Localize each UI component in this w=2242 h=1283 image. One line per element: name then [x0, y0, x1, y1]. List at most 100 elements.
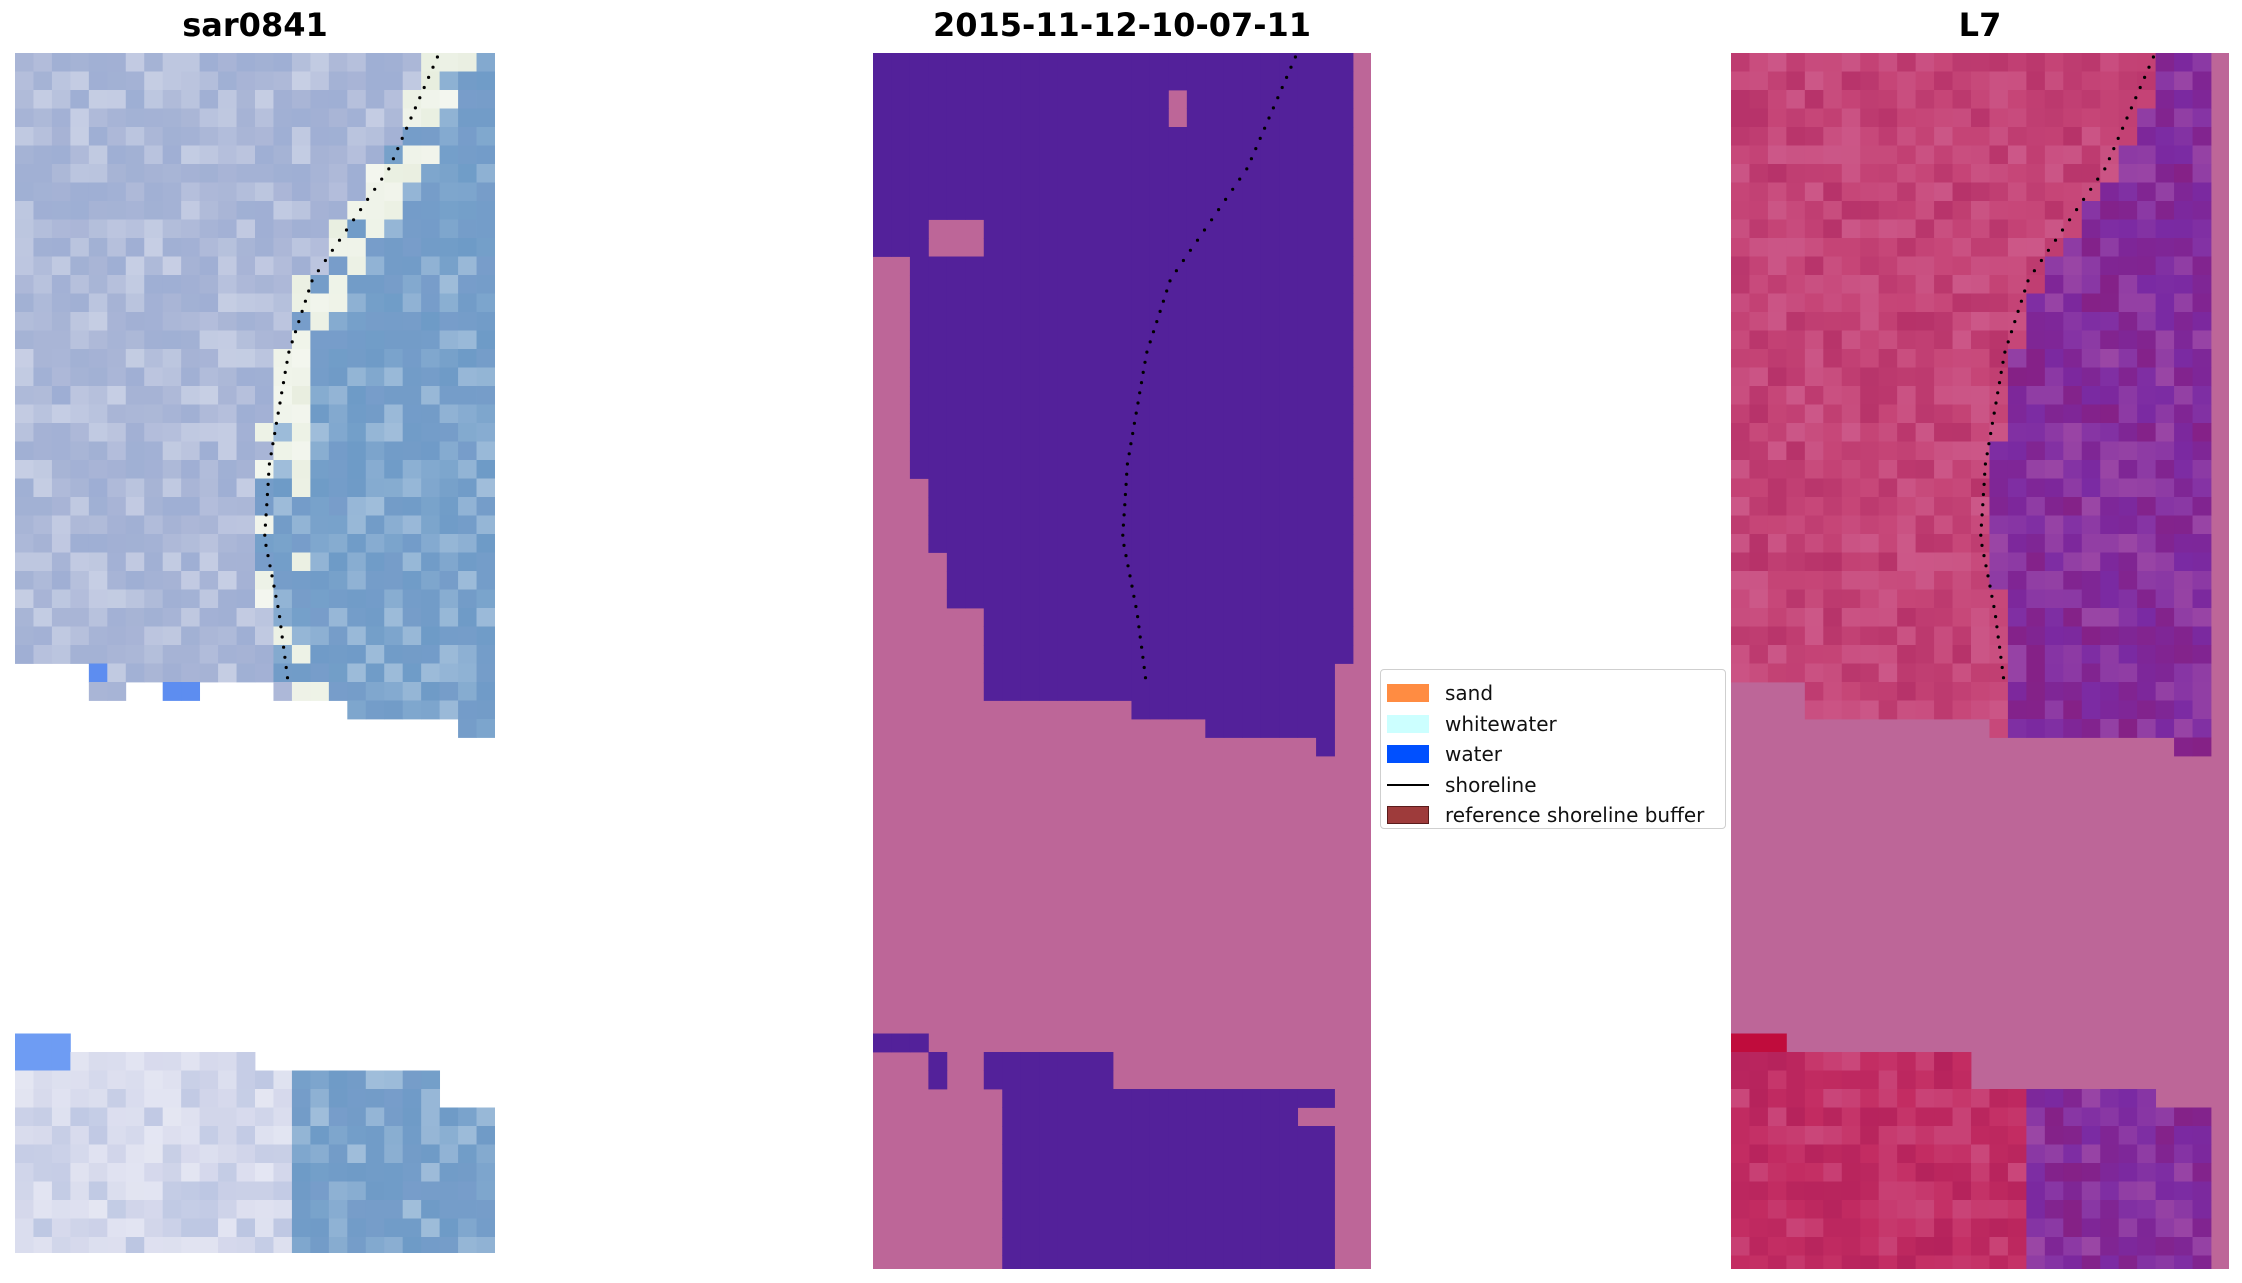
- rgb-pixel: [181, 515, 201, 535]
- rgb-pixel: [458, 1163, 477, 1182]
- index-pixel: [1989, 534, 2009, 553]
- index-pixel: [2100, 330, 2120, 350]
- water-pixel: [965, 108, 985, 128]
- shoreline-point: [1141, 370, 1145, 374]
- rgb-pixel: [181, 164, 201, 183]
- rgb-pixel: [273, 404, 293, 424]
- water-pixel: [1076, 145, 1095, 165]
- water-pixel: [1002, 1181, 1022, 1201]
- water-pixel: [983, 460, 1003, 479]
- index-pixel: [2044, 515, 2064, 535]
- index-pixel: [1952, 663, 1972, 683]
- index-pixel: [2044, 1218, 2064, 1238]
- index-pixel: [2174, 737, 2193, 757]
- water-pixel: [1242, 164, 1262, 183]
- index-pixel: [2192, 404, 2212, 424]
- rgb-pixel: [218, 1126, 237, 1145]
- water-pixel: [1242, 682, 1262, 701]
- index-pixel: [1823, 349, 1843, 368]
- index-pixel: [2026, 108, 2046, 128]
- index-pixel: [1971, 182, 1990, 202]
- shoreline-point: [1983, 462, 1987, 466]
- index-pixel: [1915, 312, 1935, 331]
- water-pixel: [928, 460, 948, 479]
- water-pixel: [1223, 127, 1243, 146]
- rgb-pixel: [476, 293, 495, 313]
- index-pixel: [2100, 1218, 2120, 1238]
- shoreline-point: [413, 106, 417, 110]
- index-pixel: [1915, 1052, 1935, 1071]
- shoreline-point: [1139, 381, 1144, 385]
- rgb-pixel: [310, 367, 330, 387]
- index-pixel: [1934, 256, 1953, 276]
- water-pixel: [909, 349, 929, 368]
- shoreline-point: [2107, 157, 2111, 161]
- water-pixel: [1260, 534, 1280, 553]
- index-pixel: [1841, 238, 1861, 257]
- rgb-pixel: [218, 441, 237, 461]
- rgb-pixel: [347, 534, 367, 553]
- rgb-pixel: [125, 293, 145, 313]
- water-pixel: [1316, 626, 1335, 646]
- rgb-pixel: [88, 682, 108, 701]
- index-pixel: [2155, 312, 2175, 331]
- water-pixel: [965, 441, 985, 461]
- rgb-pixel: [236, 53, 256, 72]
- index-pixel: [1841, 663, 1861, 683]
- water-pixel: [983, 608, 1003, 627]
- index-pixel: [1786, 108, 1806, 128]
- water-pixel: [1057, 497, 1077, 516]
- shoreline-dots: [1979, 55, 2155, 680]
- index-pixel: [2007, 682, 2027, 701]
- water-pixel: [1039, 645, 1059, 664]
- shoreline-point: [267, 462, 271, 466]
- water-pixel: [1297, 1144, 1317, 1164]
- index-pixel: [1971, 330, 1990, 350]
- index-pixel: [1749, 312, 1769, 331]
- water-pixel: [1094, 552, 1114, 572]
- index-pixel: [2007, 145, 2027, 165]
- water-pixel: [1186, 534, 1206, 553]
- index-pixel: [2100, 682, 2120, 701]
- water-pixel: [1113, 1107, 1132, 1127]
- water-pixel: [1223, 1089, 1243, 1108]
- index-pixel: [1860, 386, 1880, 405]
- index-pixel: [2155, 164, 2175, 183]
- index-pixel: [2137, 663, 2157, 683]
- index-pixel: [2100, 497, 2120, 516]
- index-pixel: [2174, 497, 2193, 516]
- index-pixel: [2007, 460, 2027, 479]
- rgb-pixel: [51, 145, 71, 165]
- water-pixel: [1057, 460, 1077, 479]
- rgb-pixel: [476, 534, 495, 553]
- index-pixel: [1767, 404, 1787, 424]
- shoreline-point: [1210, 218, 1214, 222]
- index-pixel: [1934, 1126, 1953, 1145]
- shoreline-point: [283, 370, 287, 374]
- shoreline-point: [263, 523, 267, 527]
- rgb-pixel: [310, 534, 330, 553]
- water-pixel: [1131, 386, 1151, 405]
- rgb-pixel: [347, 145, 367, 165]
- water-pixel: [1039, 1237, 1059, 1256]
- water-pixel: [983, 1052, 1003, 1071]
- rgb-pixel: [125, 1200, 145, 1219]
- water-pixel: [1316, 1218, 1335, 1238]
- index-pixel: [2155, 645, 2175, 664]
- shoreline-point: [1134, 411, 1138, 415]
- rgb-pixel: [199, 219, 219, 239]
- index-pixel: [1841, 1255, 1861, 1269]
- water-pixel: [1168, 1163, 1188, 1182]
- water-pixel: [946, 71, 966, 91]
- rgb-pixel: [199, 1218, 219, 1238]
- index-pixel: [1989, 1144, 2009, 1164]
- rgb-pixel: [439, 164, 459, 183]
- index-pixel: [2155, 1181, 2175, 1201]
- rgb-pixel: [328, 1200, 348, 1219]
- rgb-pixel: [255, 256, 274, 276]
- shoreline-point: [1143, 360, 1147, 364]
- water-pixel: [1334, 515, 1354, 535]
- index-pixel: [2063, 460, 2083, 479]
- index-pixel: [1915, 238, 1935, 257]
- rgb-pixel: [310, 330, 330, 350]
